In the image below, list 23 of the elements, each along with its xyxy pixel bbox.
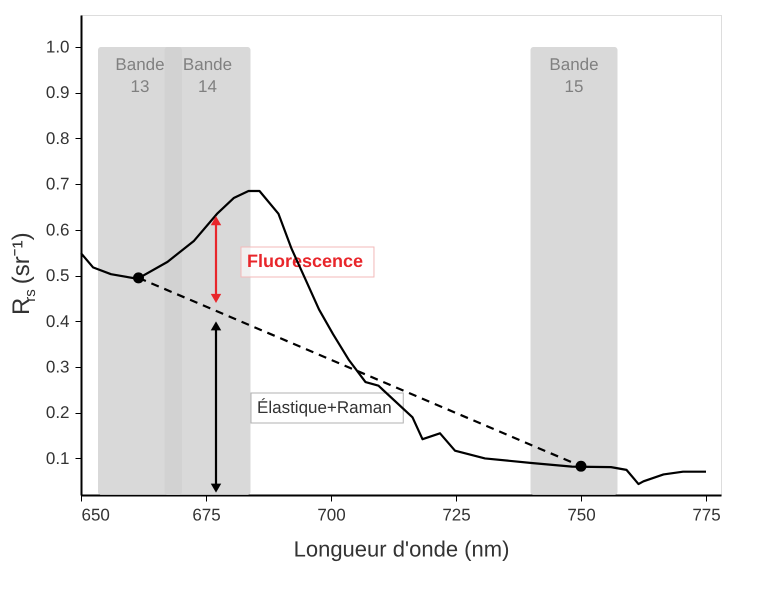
y-tick-label: 0.6 <box>46 220 70 240</box>
y-tick-label: 0.2 <box>46 403 70 422</box>
x-tick-label: 675 <box>192 506 221 524</box>
x-tick-label: 725 <box>442 506 471 524</box>
band-label: Bande 13 <box>115 55 165 96</box>
x-axis-title: Longueur d'onde (nm) <box>294 536 510 562</box>
y-tick-label: 0.3 <box>46 358 70 376</box>
y-tick-label: 0.8 <box>46 128 70 148</box>
y-tick-label: 0.9 <box>46 83 70 102</box>
y-tick-label: 0.5 <box>46 266 70 286</box>
y-tick-label: 1.0 <box>46 38 70 56</box>
band-label: Bande 15 <box>549 55 599 96</box>
x-tick-label: 775 <box>692 506 721 524</box>
point <box>576 460 586 472</box>
y-tick-label: 0.4 <box>46 312 70 331</box>
x-tick-label: 700 <box>317 506 346 524</box>
point <box>133 272 144 284</box>
x-tick-label: 650 <box>82 506 110 524</box>
y-tick-label: 0.7 <box>46 174 70 194</box>
band-label: Bande 14 <box>182 55 232 96</box>
x-tick-label: 750 <box>567 506 596 524</box>
annotation: Élastique+Raman <box>257 398 392 417</box>
y-tick-label: 0.1 <box>46 448 70 468</box>
